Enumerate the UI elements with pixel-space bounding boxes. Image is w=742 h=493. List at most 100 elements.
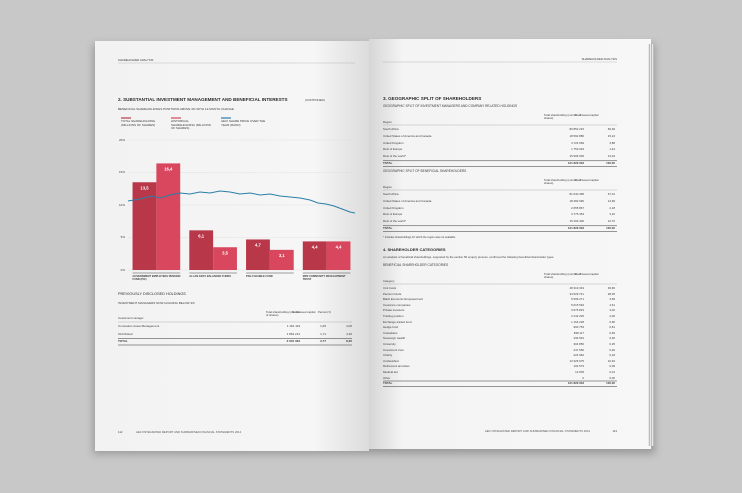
table-cell: 5 615 594 bbox=[571, 302, 584, 307]
table-cell: 121 829 003 bbox=[567, 381, 584, 386]
table-cell: 1 164 228 bbox=[571, 319, 584, 324]
running-head: SHAREHOLDER ANALYSIS bbox=[581, 57, 617, 61]
table-cell: 2,00 bbox=[609, 314, 615, 318]
value-label: 4,4 bbox=[336, 244, 342, 249]
table-cell: TOTAL bbox=[383, 226, 393, 230]
table-cell: 0,96 bbox=[609, 319, 615, 324]
y-tick-label: 15% bbox=[118, 170, 125, 174]
bar bbox=[302, 241, 327, 270]
table-cell: TOTAL bbox=[118, 339, 128, 343]
table-cell: Charity bbox=[383, 353, 393, 358]
table-cell: United States of America and Canada bbox=[383, 133, 432, 138]
table-cell: 0,20 bbox=[609, 347, 615, 352]
table-cell: 304 856 bbox=[573, 342, 584, 346]
paragraph: An analysis of beneficial shareholdings,… bbox=[383, 255, 555, 259]
table-cell: 4,30 bbox=[346, 331, 352, 336]
page-number: 113 bbox=[612, 429, 617, 433]
table-cell: Hedge fund bbox=[383, 325, 398, 330]
table-cell: 1 753 033 bbox=[571, 147, 584, 152]
table-cell: Other bbox=[383, 375, 391, 380]
table-cell: Black Economic Empowerment bbox=[383, 297, 424, 302]
legend-label: AECI SHARE PRICE OVER THE YEAR (RAND) bbox=[221, 119, 266, 127]
table-cell: 18 592 880 bbox=[569, 133, 584, 138]
bar bbox=[189, 230, 214, 270]
table-cell: 2 442 225 bbox=[571, 314, 584, 318]
bar bbox=[269, 249, 294, 270]
page-edges bbox=[648, 44, 654, 446]
table-cell: TOTAL bbox=[383, 161, 393, 165]
table-cell: 0,81 bbox=[609, 325, 615, 330]
table-cell: 104 573 bbox=[573, 364, 584, 369]
table-cell: 39,66 bbox=[607, 286, 615, 290]
bar bbox=[246, 239, 270, 270]
table-cell: 100,00 bbox=[606, 226, 615, 230]
table-cell: Rest of Europe bbox=[383, 147, 403, 152]
bar bbox=[326, 241, 351, 270]
table-cell: Exchange-traded fund bbox=[383, 319, 412, 324]
table-header: Total shareholding (number of shares) bbox=[544, 113, 582, 121]
table-cell: 0,00 bbox=[609, 375, 615, 380]
table-cell: 4 724 669 bbox=[571, 140, 584, 145]
table-cell: 4,61 bbox=[609, 302, 615, 307]
table-cell: 121 829 003 bbox=[567, 226, 584, 230]
table-header: % of issued capital bbox=[292, 310, 316, 314]
y-tick-label: 5% bbox=[120, 235, 125, 239]
table-caption: GEOGRAPHIC SPLIT OF INVESTMENT MANAGERS … bbox=[383, 104, 518, 108]
table-cell: Rest of the world* bbox=[383, 219, 406, 224]
table-cell: 3 045 333 bbox=[286, 339, 300, 343]
right-page bbox=[369, 39, 651, 449]
table-cell: 0,09 bbox=[609, 364, 615, 369]
value-label: 3,1 bbox=[279, 253, 285, 258]
table-cell: 3,10 bbox=[609, 212, 615, 217]
table-cell: 15 906 006 bbox=[569, 154, 584, 159]
table-cell: 66,39 bbox=[607, 127, 615, 131]
table-cell: 3 775 454 bbox=[571, 212, 584, 217]
table-cell: Custodians bbox=[383, 330, 398, 335]
table-cell: 10,94 bbox=[607, 358, 615, 363]
table-cell: 28,35 bbox=[607, 291, 615, 296]
table-cell: 67,01 bbox=[607, 192, 615, 196]
table-cell: 1,71 bbox=[320, 331, 326, 336]
table-cell: 12 605 bbox=[575, 370, 584, 374]
table-cell: 8,35 bbox=[346, 339, 352, 343]
page-number: 112 bbox=[118, 430, 123, 434]
table-cell: 0 bbox=[582, 375, 584, 380]
table-cell: 1,44 bbox=[609, 147, 615, 152]
table-cell: 0,36 bbox=[609, 336, 615, 341]
subsection-heading: INVESTMENT MANAGERS NOW HOLDING BELOW 3% bbox=[118, 301, 195, 305]
bar bbox=[132, 182, 157, 270]
table-cell: 0,69 bbox=[609, 330, 615, 335]
section-title: 2. SUBSTANTIAL INVESTMENT MANAGEMENT AND… bbox=[118, 97, 288, 102]
table-cell: 0,01 bbox=[609, 370, 615, 374]
table-cell: Medical aid bbox=[383, 370, 398, 374]
table-cell: Unclassified bbox=[383, 358, 399, 363]
bar bbox=[156, 163, 181, 270]
table-header: % of issued capital bbox=[575, 178, 599, 182]
table-cell: 224 962 bbox=[573, 353, 584, 358]
table-cell: 5 596 271 bbox=[571, 297, 584, 302]
table-cell: 80 852 215 bbox=[569, 127, 584, 131]
table-cell: 434 591 bbox=[573, 336, 584, 341]
table-cell: Investment trust bbox=[383, 347, 404, 352]
table-header: Category bbox=[383, 279, 395, 283]
table-header: Investment manager bbox=[118, 316, 144, 320]
table-cell: 3,02 bbox=[609, 308, 615, 313]
table-cell: 4,59 bbox=[609, 297, 615, 302]
table-cell: 100,00 bbox=[606, 381, 615, 386]
table-header: Total shareholding (number of shares) bbox=[266, 310, 300, 318]
table-caption: GEOGRAPHIC SPLIT OF BENEFICIAL SHAREHOLD… bbox=[383, 169, 467, 173]
table-cell: Retirement annuities bbox=[383, 364, 410, 369]
table-cell: South Africa bbox=[383, 192, 399, 196]
table-cell: 990 753 bbox=[573, 325, 584, 330]
y-tick-label: 10% bbox=[118, 202, 125, 207]
table-header: Total shareholding (number of shares) bbox=[544, 272, 582, 280]
table-cell: 15,24 bbox=[607, 133, 615, 138]
table-cell: University bbox=[383, 342, 396, 346]
y-tick-label: 0% bbox=[120, 267, 125, 272]
footer-text: AECI INTEGRATED REPORT AND SUMMARISED FI… bbox=[136, 430, 242, 434]
table-cell: United Kingdom bbox=[383, 205, 404, 210]
title-suffix: (CONTINUED) bbox=[305, 98, 325, 102]
table-header: Region bbox=[383, 120, 392, 124]
